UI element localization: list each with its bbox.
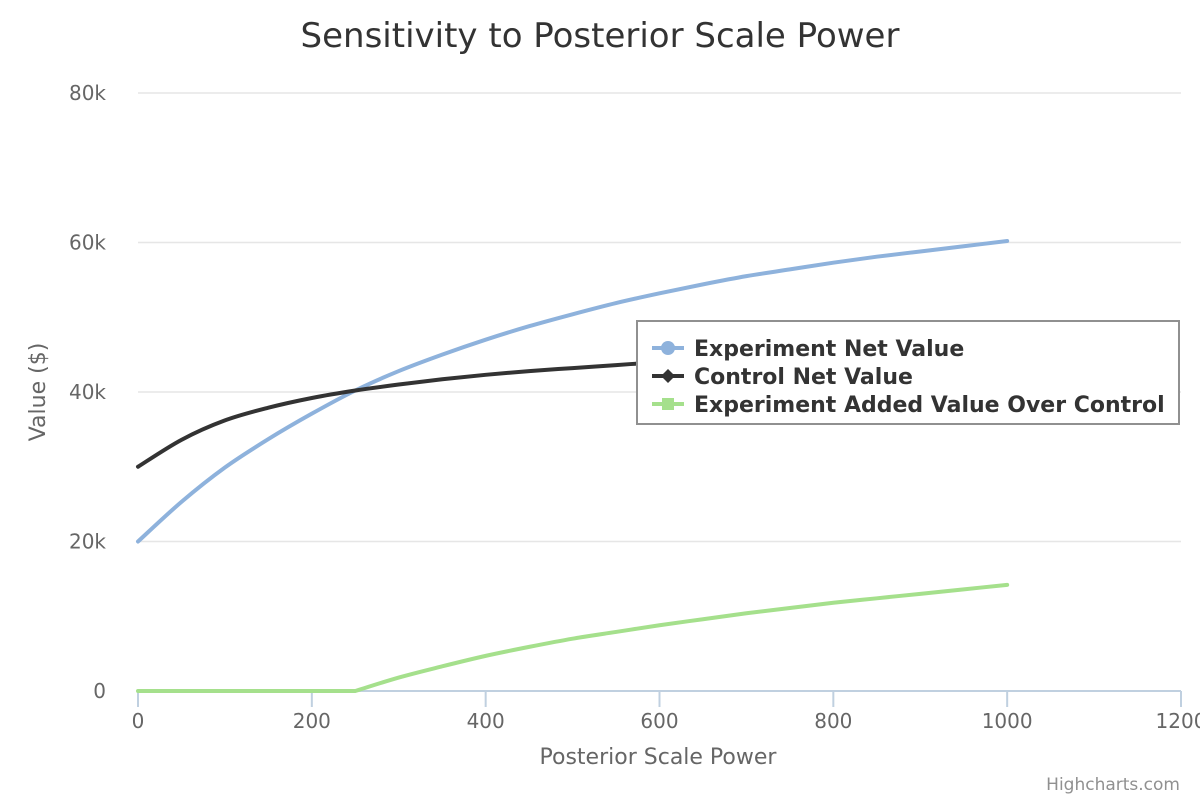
y-tick-label: 0 <box>93 679 106 703</box>
y-tick-label: 20k <box>69 530 106 554</box>
legend: Experiment Net Value Control Net Value Exp… <box>636 320 1180 425</box>
legend-label: Experiment Added Value Over Control <box>694 393 1165 418</box>
y-axis-title: Value ($) <box>26 343 51 442</box>
x-tick-label: 600 <box>640 709 678 733</box>
grid <box>138 92 1181 543</box>
plot-area <box>136 239 1010 693</box>
legend-marker-diamond <box>661 369 675 383</box>
y-axis: 0 20k 40k 60k 80k <box>69 81 106 703</box>
y-tick-label: 80k <box>69 81 106 105</box>
x-tick-label: 400 <box>467 709 505 733</box>
credits-link[interactable]: Highcharts.com <box>1046 775 1180 795</box>
series-line-0 <box>136 239 1010 544</box>
x-axis-title: Posterior Scale Power <box>540 745 778 770</box>
legend-label: Experiment Net Value <box>694 337 964 362</box>
legend-item[interactable]: Control Net Value <box>652 365 913 390</box>
x-tick-label: 800 <box>814 709 852 733</box>
legend-marker-square <box>662 398 674 410</box>
legend-item[interactable]: Experiment Added Value Over Control <box>652 393 1165 418</box>
x-tick-label: 1000 <box>982 709 1033 733</box>
legend-item[interactable]: Experiment Net Value <box>652 337 964 362</box>
x-axis: 0 200 400 600 800 1000 1200 <box>132 690 1200 733</box>
x-tick-label: 0 <box>132 709 145 733</box>
y-tick-label: 40k <box>69 380 106 404</box>
legend-label: Control Net Value <box>694 365 913 390</box>
x-tick-label: 200 <box>293 709 331 733</box>
legend-marker-circle <box>661 341 675 355</box>
legend-box <box>636 320 1180 425</box>
series-line-2 <box>136 582 1010 693</box>
x-tick-label: 1200 <box>1156 709 1200 733</box>
y-tick-label: 60k <box>69 231 106 255</box>
chart-title: Sensitivity to Posterior Scale Power <box>301 16 900 56</box>
